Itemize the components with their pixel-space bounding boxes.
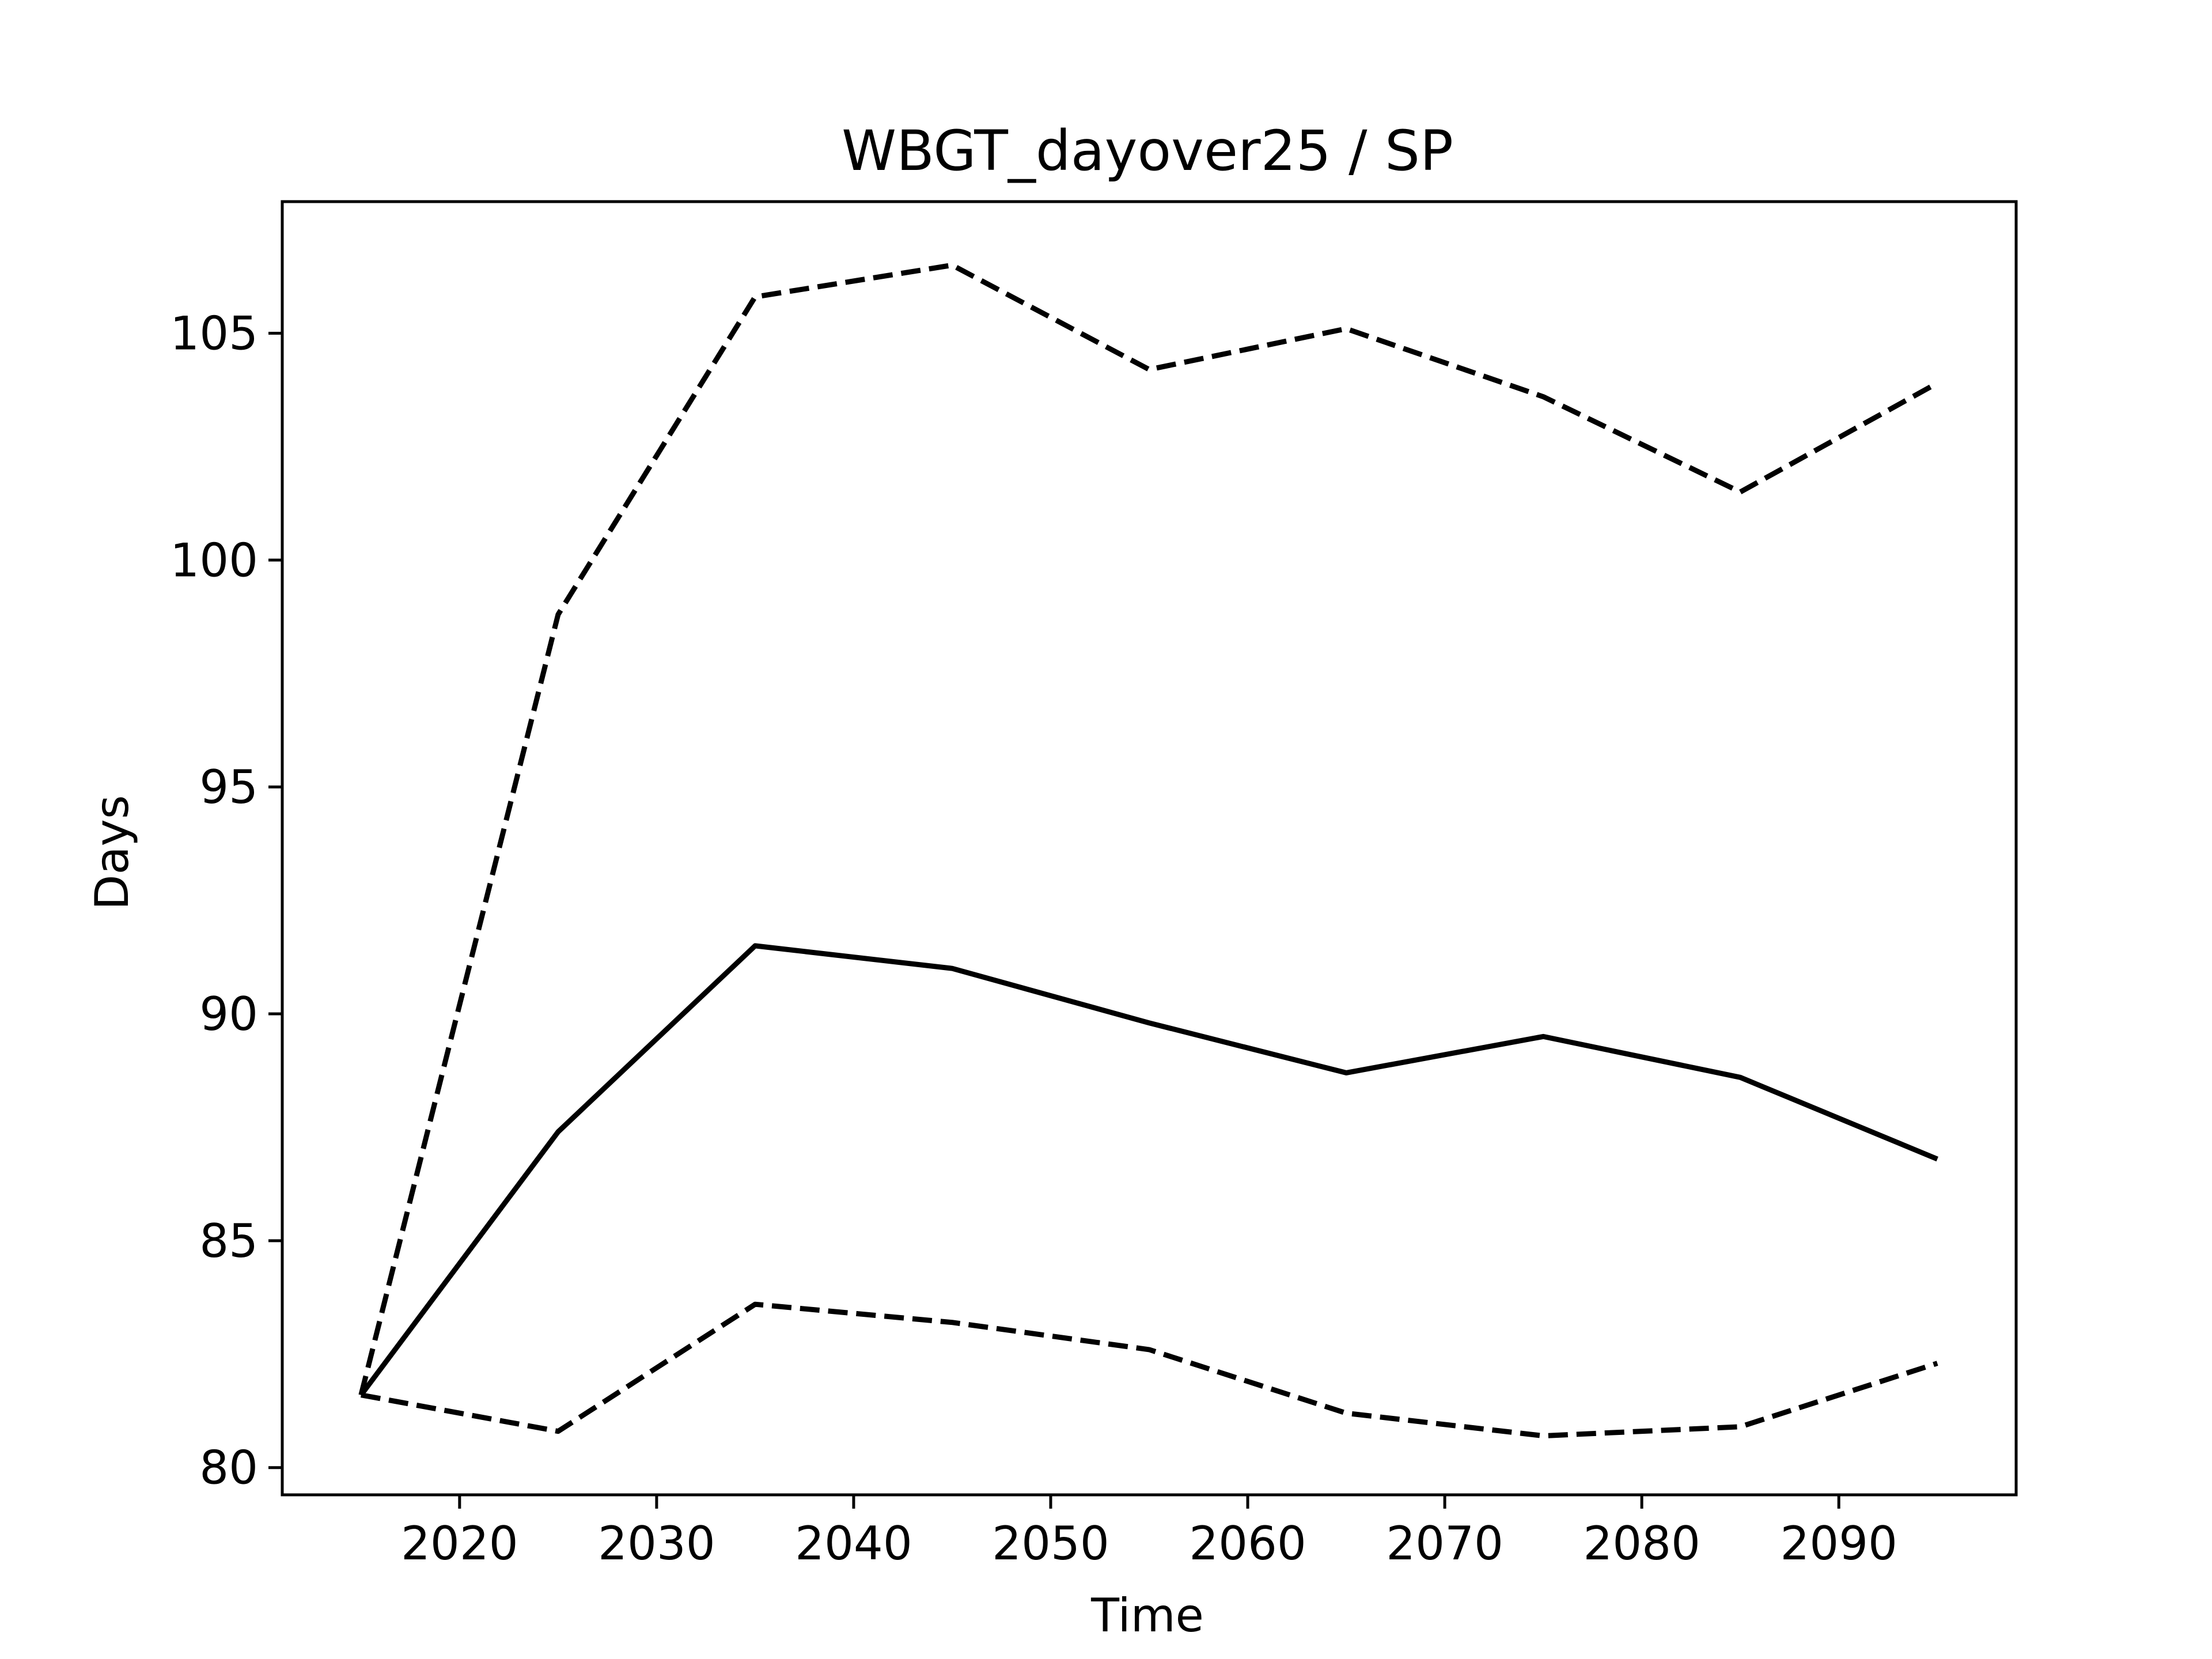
y-tick-label: 85 [199,1214,258,1268]
y-tick-label: 105 [170,306,258,360]
y-axis-label: Days [85,795,139,910]
x-tick-label: 2040 [795,1517,912,1570]
series-layer [358,262,1939,1439]
series-line-3 [360,1301,1938,1439]
plot-frame [281,200,2018,1497]
series-line-1 [359,943,1938,1397]
axes-ticks: 2020 2030 2040 2050 2060 2070 2080 2090 80 85 90 95… [170,306,1897,1570]
x-tick-label: 2020 [401,1517,518,1570]
y-tick-label: 95 [199,760,258,814]
x-tick-label: 2090 [1780,1517,1897,1570]
x-tick-label: 2070 [1386,1517,1503,1570]
x-tick-label: 2060 [1189,1517,1306,1570]
x-tick-label: 2050 [992,1517,1109,1570]
x-tick-label: 2080 [1583,1517,1700,1570]
x-tick-label: 2030 [598,1517,715,1570]
chart-title: WBGT_dayover25 / SP [842,119,1453,183]
y-tick-label: 100 [170,533,258,587]
x-axis-label: Time [1090,1589,1204,1642]
y-tick-label: 80 [199,1441,258,1495]
y-tick-label: 90 [199,987,258,1041]
series-line-2 [358,262,1939,1396]
